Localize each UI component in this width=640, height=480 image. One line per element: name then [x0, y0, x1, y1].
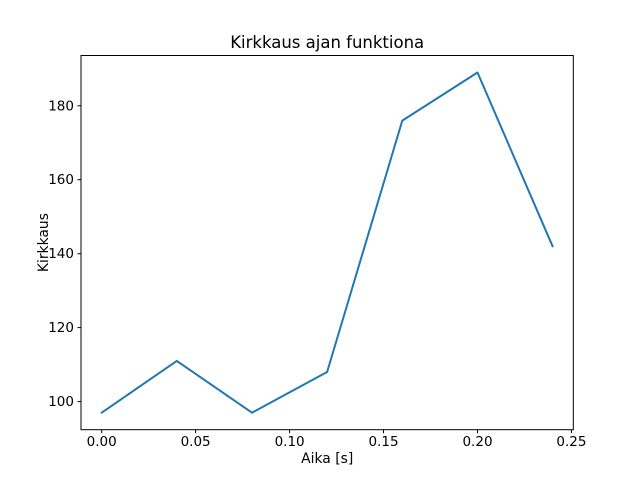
x-tick-label: 0.10	[275, 434, 305, 450]
x-tick-label: 0.00	[87, 434, 117, 450]
y-tick-label: 120	[48, 320, 74, 336]
x-tick-label: 0.15	[368, 434, 398, 450]
x-tick-label: 0.20	[462, 434, 492, 450]
x-tick-label: 0.25	[556, 434, 586, 450]
x-axis-ticks: 0.00 0.05 0.10 0.15 0.20 0.25	[87, 429, 586, 450]
plot-frame	[80, 55, 574, 431]
chart-title: Kirkkaus ajan funktiona	[230, 33, 424, 52]
y-tick-label: 140	[48, 246, 74, 262]
y-tick-label: 160	[48, 172, 74, 188]
y-tick-label: 180	[48, 98, 74, 114]
x-tick-label: 0.05	[181, 434, 211, 450]
y-tick-label: 100	[48, 394, 74, 410]
data-line	[100, 71, 554, 414]
y-axis-ticks: 100 120 140 160 180	[48, 98, 81, 410]
x-axis-label: Aika [s]	[301, 451, 353, 467]
y-axis-label: Kirkkaus	[36, 213, 52, 272]
